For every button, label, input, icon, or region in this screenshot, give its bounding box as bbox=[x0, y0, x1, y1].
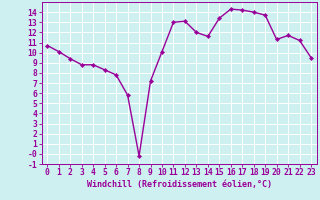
X-axis label: Windchill (Refroidissement éolien,°C): Windchill (Refroidissement éolien,°C) bbox=[87, 180, 272, 189]
